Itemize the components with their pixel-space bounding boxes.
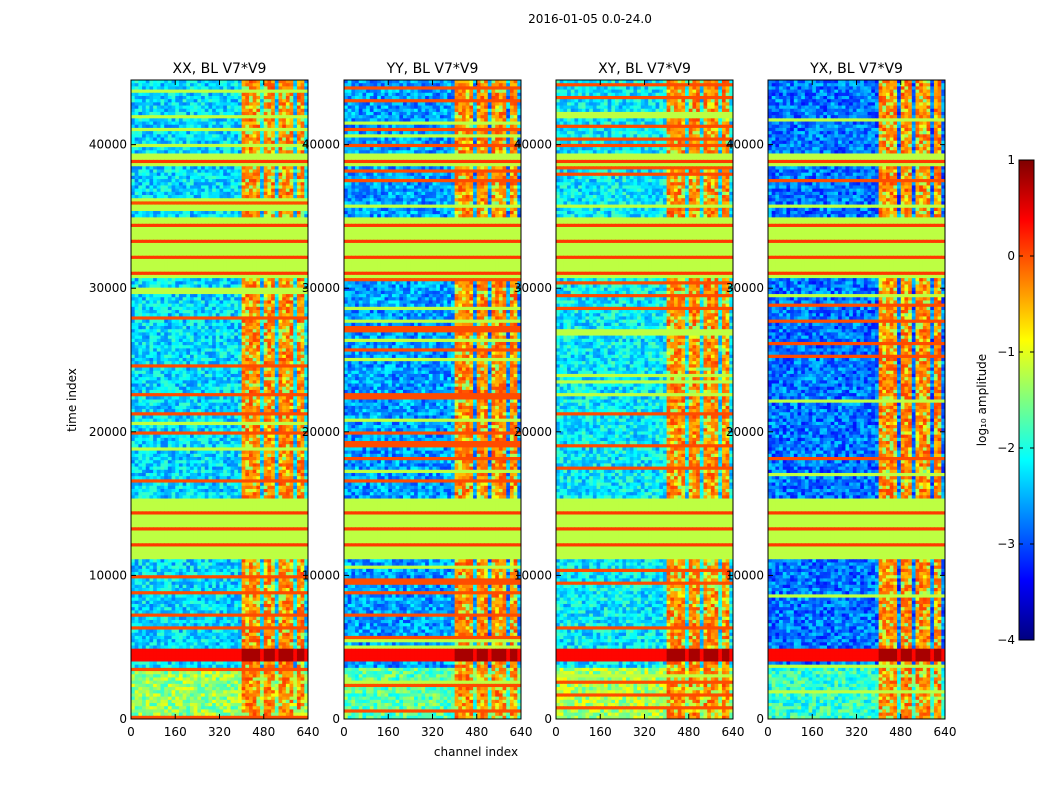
y-axis-label: time index bbox=[65, 368, 79, 432]
x-tick-label: 160 bbox=[589, 725, 612, 739]
heatmap-image bbox=[131, 80, 308, 719]
y-tick-label: 20000 bbox=[726, 425, 764, 439]
y-tick-label: 30000 bbox=[514, 281, 552, 295]
y-tick-label: 10000 bbox=[726, 568, 764, 582]
x-tick-label: 0 bbox=[552, 725, 560, 739]
y-tick-label: 20000 bbox=[89, 425, 127, 439]
x-tick-label: 480 bbox=[252, 725, 275, 739]
y-tick-label: 30000 bbox=[89, 281, 127, 295]
panel-2: YY, BL V7*V9 0 160 320 480 640 0 10000 20000 3000… bbox=[302, 61, 533, 739]
x-tick-label: 0 bbox=[127, 725, 135, 739]
y-tick-label: 20000 bbox=[302, 425, 340, 439]
panel-title: XX, BL V7*V9 bbox=[173, 61, 267, 77]
x-tick-label: 160 bbox=[164, 725, 187, 739]
x-tick-label: 320 bbox=[208, 725, 231, 739]
colorbar-tick-label: 0 bbox=[1007, 249, 1015, 263]
y-tick-label: 40000 bbox=[726, 138, 764, 152]
panels-group: XX, BL V7*V9 0 160 320 480 640 0 10000 20000 3000… bbox=[89, 61, 957, 739]
x-tick-label: 0 bbox=[764, 725, 772, 739]
x-tick-label: 320 bbox=[633, 725, 656, 739]
panel-4: YX, BL V7*V9 0 160 320 480 640 0 10000 20000 3000… bbox=[726, 61, 957, 739]
heatmap-image bbox=[556, 80, 733, 719]
x-tick-label: 160 bbox=[801, 725, 824, 739]
y-tick-label: 10000 bbox=[514, 568, 552, 582]
panel-title: YX, BL V7*V9 bbox=[809, 61, 903, 77]
x-tick-label: 640 bbox=[722, 725, 745, 739]
colorbar-tick-label: −3 bbox=[997, 537, 1015, 551]
panel-title: XY, BL V7*V9 bbox=[598, 61, 691, 77]
y-tick-label: 0 bbox=[332, 712, 340, 726]
panel-1: XX, BL V7*V9 0 160 320 480 640 0 10000 20000 3000… bbox=[89, 61, 320, 739]
y-tick-label: 30000 bbox=[302, 281, 340, 295]
y-tick-label: 0 bbox=[119, 712, 127, 726]
colorbar-tick-label: −4 bbox=[997, 633, 1015, 647]
colorbar-label: log₁₀ amplitude bbox=[975, 354, 989, 446]
y-tick-label: 40000 bbox=[89, 138, 127, 152]
y-tick-label: 40000 bbox=[302, 138, 340, 152]
x-tick-label: 320 bbox=[845, 725, 868, 739]
axis-labels: channel index time index bbox=[65, 368, 518, 759]
x-tick-label: 0 bbox=[340, 725, 348, 739]
y-tick-label: 0 bbox=[756, 712, 764, 726]
x-tick-label: 640 bbox=[297, 725, 320, 739]
x-tick-label: 160 bbox=[377, 725, 400, 739]
x-tick-label: 480 bbox=[465, 725, 488, 739]
panel-3: XY, BL V7*V9 0 160 320 480 640 0 10000 20000 3000… bbox=[514, 61, 745, 739]
y-tick-label: 10000 bbox=[89, 568, 127, 582]
y-tick-label: 40000 bbox=[514, 138, 552, 152]
colorbar-tick-label: −1 bbox=[997, 345, 1015, 359]
x-tick-label: 320 bbox=[421, 725, 444, 739]
x-tick-label: 640 bbox=[934, 725, 957, 739]
panel-title: YY, BL V7*V9 bbox=[386, 61, 479, 77]
x-tick-label: 480 bbox=[677, 725, 700, 739]
x-tick-label: 640 bbox=[510, 725, 533, 739]
y-tick-label: 30000 bbox=[726, 281, 764, 295]
heatmap-image bbox=[768, 80, 945, 719]
y-tick-label: 0 bbox=[544, 712, 552, 726]
y-tick-label: 20000 bbox=[514, 425, 552, 439]
heatmap-image bbox=[344, 80, 521, 719]
colorbar-tick-label: 1 bbox=[1007, 153, 1015, 167]
colorbar: 1 0 −1 −2 −3 −4 log₁₀ amplitude bbox=[975, 153, 1035, 647]
colorbar-tick-label: −2 bbox=[997, 441, 1015, 455]
y-tick-label: 10000 bbox=[302, 568, 340, 582]
x-axis-label: channel index bbox=[434, 745, 518, 759]
colorbar-gradient bbox=[1018, 159, 1035, 641]
x-tick-label: 480 bbox=[889, 725, 912, 739]
figure-title: 2016-01-05 0.0-24.0 bbox=[0, 12, 1050, 26]
